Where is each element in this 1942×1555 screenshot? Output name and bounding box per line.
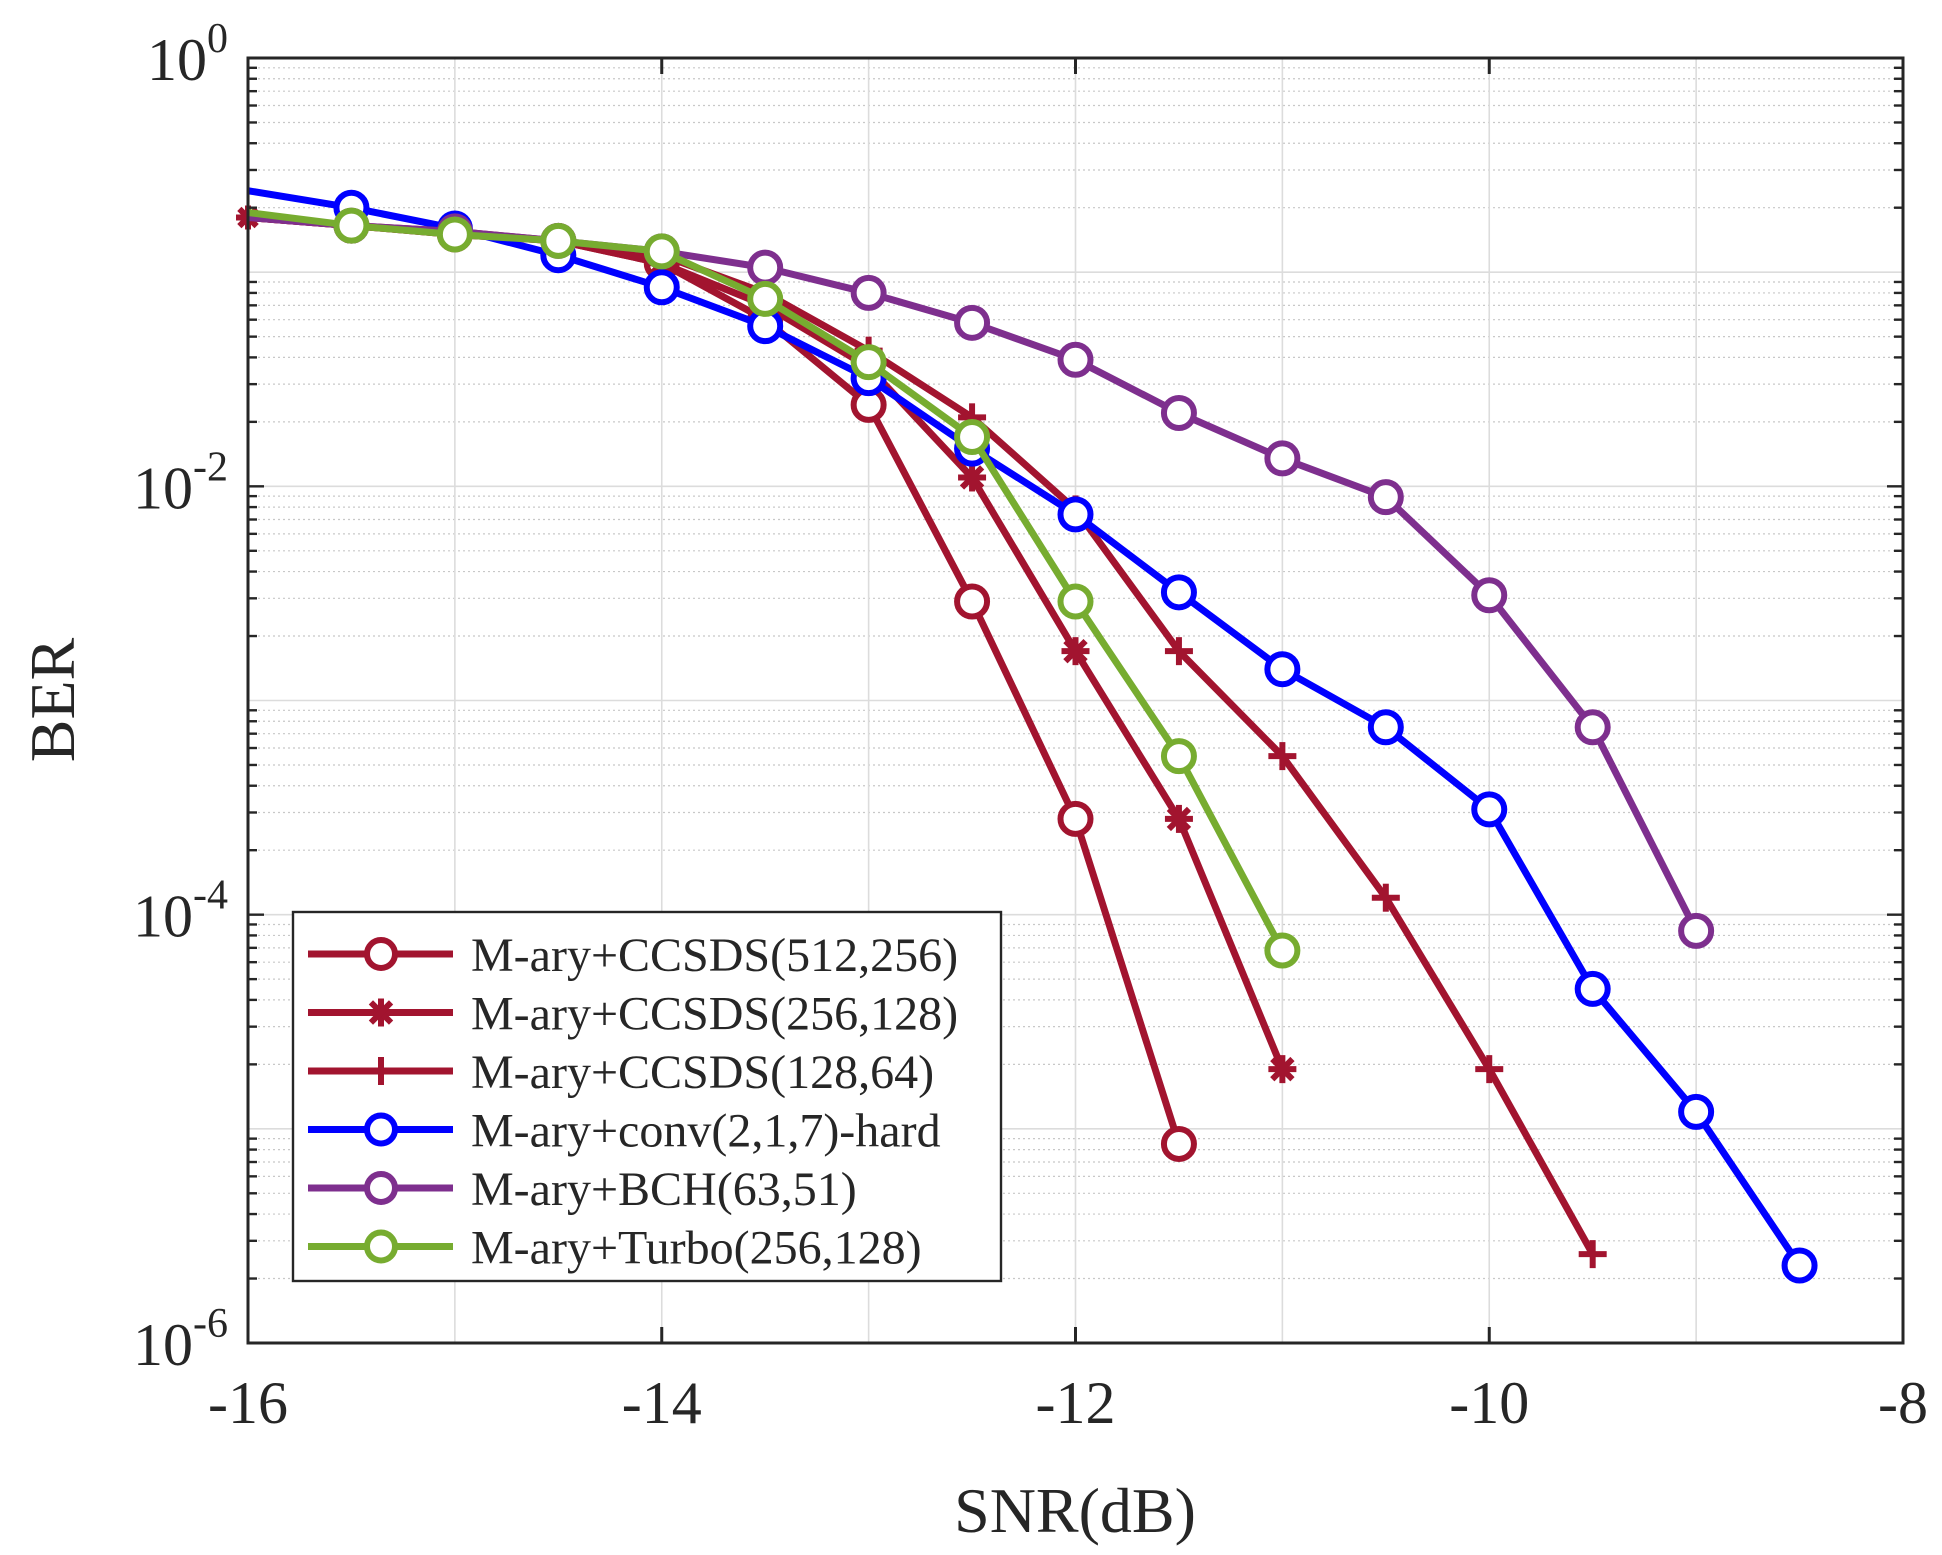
data-point <box>364 1171 398 1205</box>
data-point <box>1371 883 1400 912</box>
data-point <box>1781 1247 1818 1284</box>
marker-stroke <box>368 1000 394 1025</box>
legend-entry: M-ary+CCSDS(128,64) <box>308 1046 934 1099</box>
data-point <box>1268 1055 1297 1084</box>
data-point <box>1471 577 1508 614</box>
data-point <box>1264 932 1301 969</box>
data-point <box>1574 709 1611 746</box>
x-tick-label: -14 <box>622 1370 702 1436</box>
data-point <box>1678 912 1715 949</box>
x-tick-labels: -16 -14 -12 -10 -8 <box>208 1370 1928 1436</box>
x-tick-label: -8 <box>1878 1370 1928 1436</box>
data-point <box>1574 970 1611 1007</box>
data-point <box>747 280 784 317</box>
data-point <box>1164 637 1193 666</box>
data-point <box>958 463 987 492</box>
data-point <box>954 418 991 455</box>
data-point <box>436 216 473 253</box>
series-layer <box>236 187 1818 1284</box>
data-point <box>643 269 680 306</box>
y-tick-base: 10 <box>133 455 193 521</box>
data-point <box>333 207 370 244</box>
data-point <box>1578 1240 1607 1269</box>
series-6 <box>247 207 1301 969</box>
legend-label: M-ary+Turbo(256,128) <box>471 1222 922 1275</box>
data-point <box>364 1229 398 1264</box>
x-tick-label: -10 <box>1449 1370 1529 1436</box>
legend-label: M-ary+CCSDS(256,128) <box>471 988 958 1041</box>
y-tick-label: 10-6 <box>133 1301 228 1378</box>
data-point <box>747 249 784 286</box>
data-point <box>1164 804 1193 833</box>
data-point <box>954 304 991 341</box>
y-tick-label: 10-2 <box>133 444 228 521</box>
axis-ticks <box>246 56 1905 1345</box>
data-point <box>1160 1125 1197 1162</box>
data-point <box>1061 637 1090 666</box>
data-point <box>1264 440 1301 477</box>
x-tick-label: -16 <box>208 1370 288 1436</box>
data-point <box>1160 738 1197 775</box>
data-point <box>1471 791 1508 828</box>
data-point <box>1160 574 1197 611</box>
marker-stroke <box>1270 1056 1295 1082</box>
data-point <box>367 1057 395 1085</box>
data-point <box>1268 742 1297 771</box>
legend-label: M-ary+CCSDS(512,256) <box>471 929 958 982</box>
data-point <box>1057 496 1094 533</box>
legend-label: M-ary+BCH(63,51) <box>471 1163 857 1216</box>
data-point <box>364 1112 398 1147</box>
data-point <box>643 233 680 270</box>
legend-label: M-ary+conv(2,1,7)-hard <box>471 1105 941 1158</box>
data-point <box>540 222 577 259</box>
data-point <box>1367 709 1404 746</box>
y-tick-label: 100 <box>147 16 228 93</box>
y-tick-base: 10 <box>133 884 193 950</box>
data-point <box>367 998 395 1027</box>
data-point <box>850 344 887 381</box>
data-point <box>1264 651 1301 688</box>
data-point <box>954 583 991 620</box>
marker-stroke <box>1166 806 1192 832</box>
y-axis-label: BER <box>17 637 88 762</box>
y-tick-exponent: -6 <box>193 1301 228 1347</box>
y-tick-exponent: -4 <box>193 873 228 919</box>
series-line <box>247 187 1803 1268</box>
marker-stroke <box>1063 638 1088 664</box>
legend-entry: M-ary+conv(2,1,7)-hard <box>308 1105 941 1158</box>
legend-entry: M-ary+BCH(63,51) <box>308 1163 857 1216</box>
x-tick-label: -12 <box>1036 1370 1116 1436</box>
data-point <box>1160 394 1197 431</box>
marker-stroke <box>959 465 985 490</box>
legend-entry: M-ary+CCSDS(512,256) <box>308 929 958 982</box>
legend-label: M-ary+CCSDS(128,64) <box>471 1046 934 1099</box>
legend-box <box>291 910 1003 1283</box>
legend: M-ary+CCSDS(512,256) M-ary+CCSDS(256,128)… <box>291 910 1003 1283</box>
data-point <box>1678 1093 1715 1130</box>
legend-entry: M-ary+Turbo(256,128) <box>308 1222 922 1275</box>
data-point <box>850 274 887 311</box>
y-tick-base: 10 <box>147 27 207 93</box>
data-point <box>1057 341 1094 378</box>
y-tick-exponent: -2 <box>193 444 228 490</box>
x-axis-label: SNR(dB) <box>954 1475 1196 1546</box>
data-point <box>1057 583 1094 620</box>
y-tick-label: 10-4 <box>133 873 228 950</box>
data-point <box>364 937 398 971</box>
data-point <box>1057 800 1094 837</box>
y-tick-base: 10 <box>133 1312 193 1378</box>
data-point <box>1475 1055 1504 1084</box>
legend-entry: M-ary+CCSDS(256,128) <box>308 988 958 1041</box>
data-point <box>1367 479 1404 516</box>
y-tick-exponent: 0 <box>207 16 228 62</box>
